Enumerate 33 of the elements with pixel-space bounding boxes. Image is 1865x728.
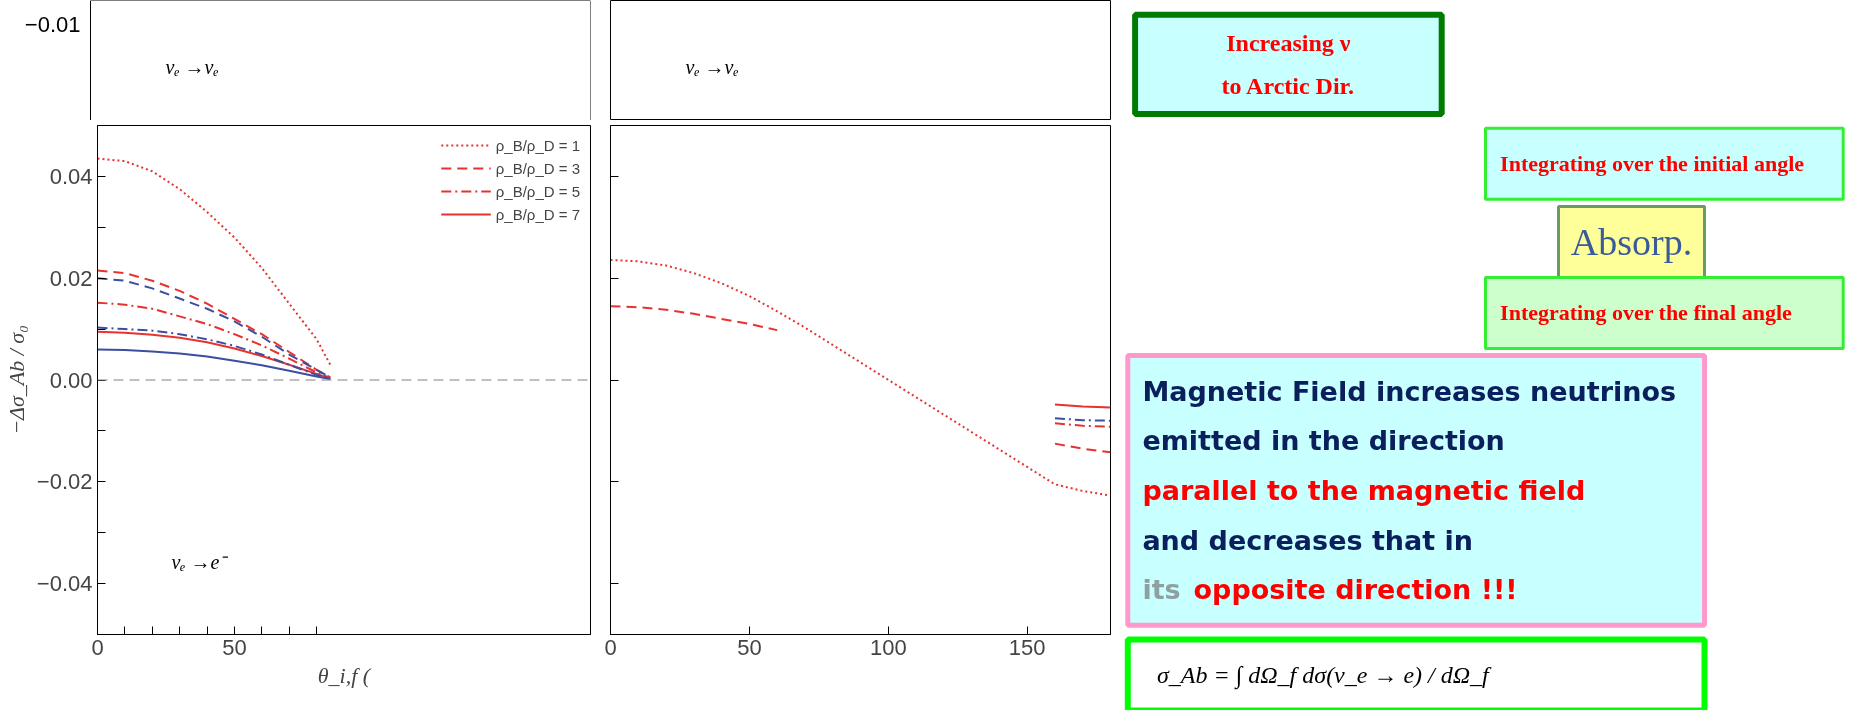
y-tick-label: 0.02 bbox=[49, 265, 93, 291]
text: −0.01 bbox=[24, 12, 81, 37]
text: Integrating over the final angle bbox=[1500, 300, 1793, 326]
text: νₑ →νₑ bbox=[685, 55, 739, 78]
x-axis-title: θ_i,f ( bbox=[317, 662, 372, 688]
text: opposite direction !!! bbox=[1193, 574, 1518, 606]
annotation: νₑ →e⁻ bbox=[171, 551, 230, 574]
legend-label: ρ_B/ρ_D = 3 bbox=[495, 159, 580, 177]
text: Increasing ν bbox=[1226, 30, 1351, 57]
legend-label: ρ_B/ρ_D = 1 bbox=[495, 136, 580, 154]
text: νₑ →νₑ bbox=[165, 55, 219, 78]
x-tick-label: 0 bbox=[91, 634, 104, 660]
x-tick-label: 100 bbox=[869, 634, 907, 660]
text: Absorp. bbox=[1570, 220, 1693, 263]
text: to Arctic Dir. bbox=[1221, 72, 1355, 99]
x-tick-label: 50 bbox=[222, 634, 247, 660]
text: emitted in the direction bbox=[1142, 425, 1505, 457]
legend-label: ρ_B/ρ_D = 7 bbox=[495, 205, 580, 223]
text: Magnetic Field increases neutrinos bbox=[1142, 375, 1677, 407]
y-tick-label: 0.04 bbox=[49, 163, 93, 189]
text: parallel to the magnetic field bbox=[1142, 474, 1586, 506]
y-tick-label: −0.04 bbox=[36, 571, 93, 597]
text: and decreases that in bbox=[1142, 524, 1474, 556]
text: σ_Ab = ∫ dΩ_f dσ(ν_e → e) / dΩ_f bbox=[1157, 662, 1493, 690]
text: Integrating over the initial angle bbox=[1500, 151, 1805, 177]
y-tick-label: −0.02 bbox=[36, 469, 93, 495]
legend-label: ρ_B/ρ_D = 5 bbox=[495, 182, 580, 200]
x-tick-label: 150 bbox=[1008, 634, 1046, 660]
y-tick-label: 0.00 bbox=[49, 367, 93, 393]
x-tick-label: 0 bbox=[604, 634, 617, 660]
text: its bbox=[1142, 574, 1181, 606]
y-axis-title: −Δσ_Ab / σ₀ bbox=[3, 325, 29, 435]
x-tick-label: 50 bbox=[737, 634, 762, 660]
